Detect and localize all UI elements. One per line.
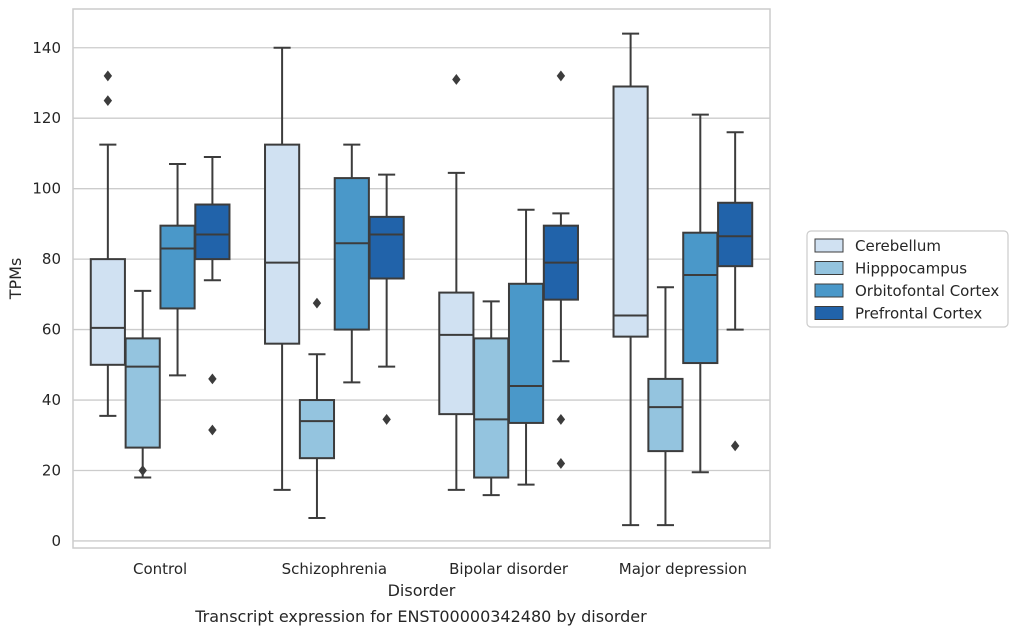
box-2-3 bbox=[542, 70, 579, 469]
legend-swatch bbox=[814, 261, 844, 275]
x-tick-label: Schizophrenia bbox=[282, 560, 387, 578]
y-tick-label: 80 bbox=[42, 250, 61, 268]
outlier-point bbox=[208, 424, 217, 436]
legend-label: Hipppocampus bbox=[855, 260, 967, 278]
box-1-0 bbox=[264, 46, 301, 491]
outlier-point bbox=[556, 70, 566, 82]
box-0-0 bbox=[89, 70, 126, 417]
box-1-3 bbox=[368, 173, 405, 425]
y-tick-label: 20 bbox=[42, 461, 61, 479]
box-iqr bbox=[194, 203, 231, 261]
box-0-3 bbox=[194, 155, 231, 436]
y-tick-label: 40 bbox=[42, 391, 61, 409]
box-iqr bbox=[264, 143, 301, 345]
box-3-1 bbox=[647, 286, 684, 527]
box-iqr bbox=[612, 85, 649, 338]
box-3-2 bbox=[682, 113, 719, 474]
box-1-2 bbox=[333, 143, 370, 384]
box-1-1 bbox=[298, 297, 336, 520]
box-iqr bbox=[89, 258, 126, 366]
legend: Cerebellum Hipppocampus Orbitofontal Corte… bbox=[806, 230, 1009, 328]
box-iqr bbox=[333, 177, 370, 331]
box-iqr bbox=[473, 337, 510, 479]
y-tick-label: 0 bbox=[51, 532, 61, 550]
box-2-0 bbox=[438, 74, 475, 491]
box-3-3 bbox=[717, 131, 754, 452]
box-iqr bbox=[647, 377, 684, 453]
outlier-point bbox=[103, 95, 113, 106]
outlier-point bbox=[312, 297, 322, 309]
outlier-point bbox=[556, 458, 566, 469]
y-tick-label: 140 bbox=[32, 39, 61, 57]
outlier-point bbox=[556, 414, 566, 425]
y-tick-label: 100 bbox=[32, 180, 61, 198]
legend-frame bbox=[806, 230, 1009, 328]
box-2-1 bbox=[473, 300, 510, 497]
box-iqr bbox=[507, 282, 545, 424]
outlier-point bbox=[138, 465, 147, 476]
legend-swatch bbox=[814, 306, 844, 320]
outlier-point bbox=[103, 70, 113, 82]
box-iqr bbox=[717, 201, 754, 268]
box-iqr bbox=[368, 215, 405, 280]
chart-caption: Transcript expression for ENST0000034248… bbox=[194, 607, 647, 626]
legend-swatch bbox=[814, 283, 844, 298]
legend-swatch bbox=[814, 238, 844, 253]
box-0-1 bbox=[124, 289, 161, 479]
x-tick-label: Control bbox=[133, 560, 187, 578]
box-iqr bbox=[438, 291, 475, 416]
y-tick-label: 120 bbox=[32, 109, 61, 127]
box-iqr bbox=[298, 399, 336, 460]
outlier-point bbox=[730, 440, 740, 452]
box-iqr bbox=[124, 337, 161, 449]
outlier-point bbox=[208, 373, 217, 385]
outlier-point bbox=[452, 74, 461, 85]
y-tick-label: 60 bbox=[42, 321, 61, 339]
tick-layer: 0 20 40 60 80 100 120 140 Control Schizophrenia Bi… bbox=[32, 39, 747, 578]
box-0-2 bbox=[159, 163, 196, 377]
x-tick-label: Major depression bbox=[619, 560, 747, 578]
plot-frame bbox=[72, 8, 771, 549]
y-axis-label: TPMs bbox=[6, 258, 25, 301]
x-tick-label: Bipolar disorder bbox=[449, 560, 569, 578]
box-layer bbox=[89, 32, 754, 527]
box-iqr bbox=[682, 231, 719, 365]
x-axis-label: Disorder bbox=[388, 581, 456, 600]
box-3-0 bbox=[612, 32, 649, 527]
legend-label: Cerebellum bbox=[855, 237, 941, 255]
outlier-point bbox=[382, 414, 391, 425]
legend-label: Prefrontal Cortex bbox=[855, 305, 982, 323]
legend-label: Orbitofontal Cortex bbox=[855, 282, 999, 300]
box-iqr bbox=[159, 224, 196, 310]
box-2-2 bbox=[507, 208, 545, 486]
